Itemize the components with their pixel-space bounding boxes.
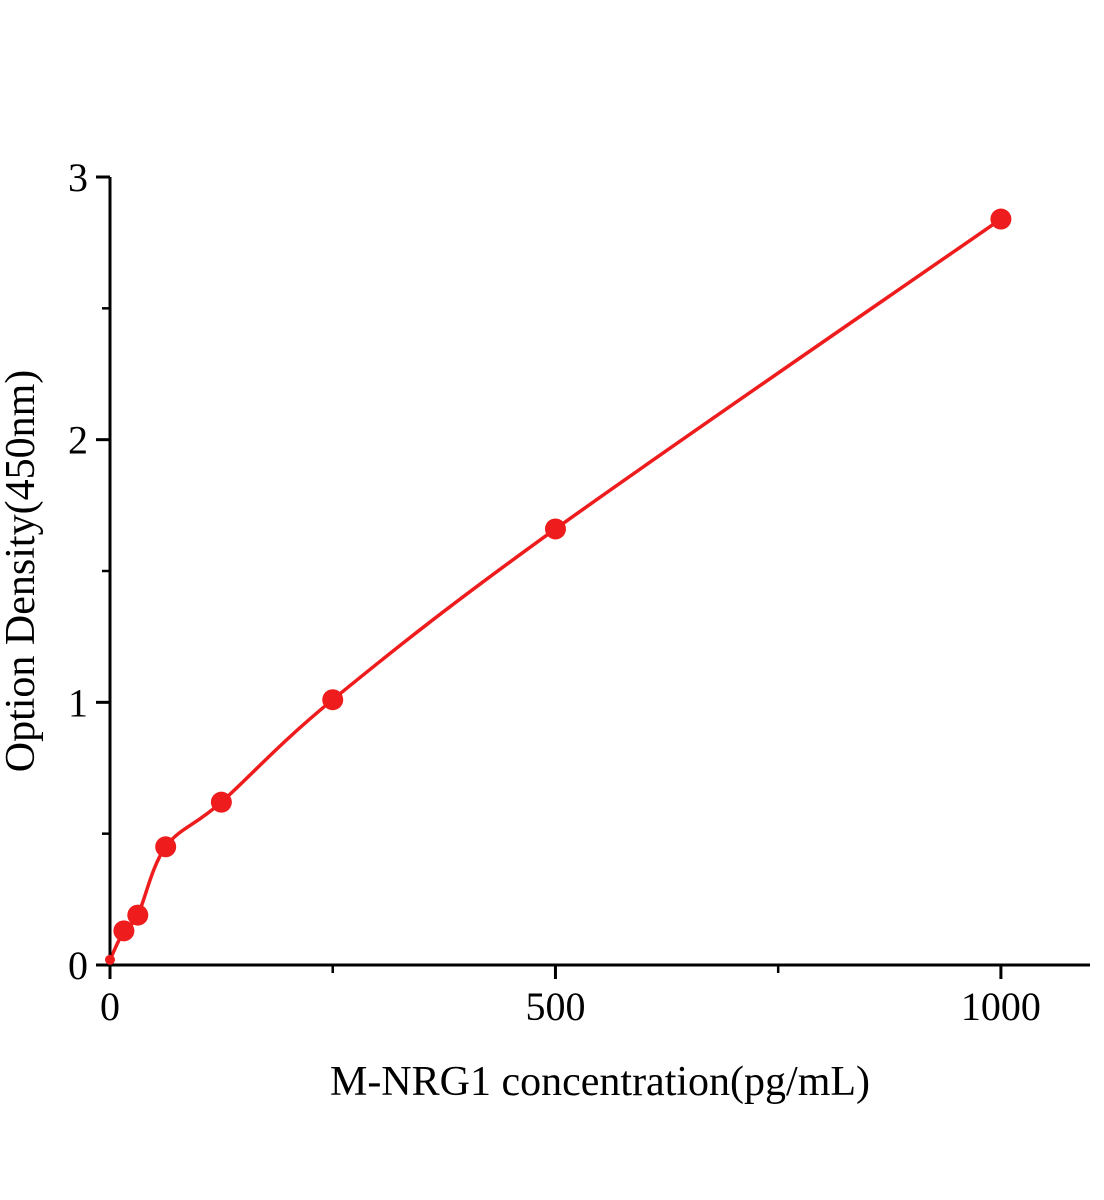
y-axis-title: Option Density(450nm) — [0, 370, 44, 772]
x-tick-label: 500 — [525, 984, 585, 1029]
data-point — [105, 954, 115, 965]
data-point — [322, 689, 344, 711]
x-tick-label: 0 — [100, 984, 120, 1029]
x-tick-label: 1000 — [961, 984, 1041, 1029]
y-tick-label: 3 — [68, 155, 88, 200]
data-point — [113, 920, 135, 942]
axes — [108, 177, 1090, 967]
y-tick-label: 1 — [68, 680, 88, 725]
data-point — [155, 836, 177, 858]
data-point — [210, 791, 232, 813]
fit-curve-line — [108, 217, 1003, 962]
data-points — [105, 208, 1012, 965]
data-point — [127, 904, 149, 926]
data-point — [990, 208, 1012, 230]
data-point — [544, 518, 566, 540]
axis-ticks: 0 500 1000 0 1 2 3 — [68, 155, 1041, 1029]
y-tick-label: 2 — [68, 418, 88, 463]
x-axis-title: M-NRG1 concentration(pg/mL) — [330, 1059, 870, 1105]
y-tick-label: 0 — [68, 943, 88, 988]
